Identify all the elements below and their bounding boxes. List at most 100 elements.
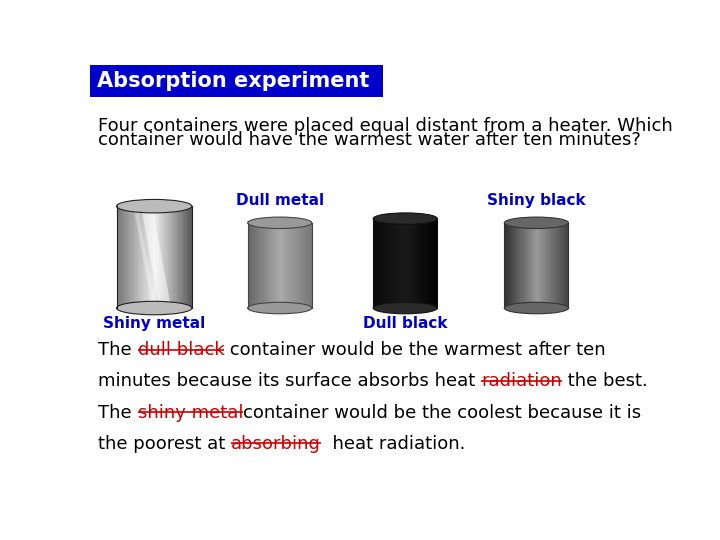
Text: absorbing: absorbing bbox=[231, 435, 321, 453]
Bar bbox=[157, 206, 158, 308]
Text: dull black: dull black bbox=[138, 341, 225, 359]
Bar bbox=[178, 206, 179, 308]
Bar bbox=[169, 206, 171, 308]
Bar bbox=[266, 223, 267, 308]
Bar bbox=[534, 223, 536, 308]
Bar bbox=[305, 223, 307, 308]
Bar bbox=[134, 206, 135, 308]
Text: Four containers were placed equal distant from a heater. Which: Four containers were placed equal distan… bbox=[99, 117, 673, 135]
Bar bbox=[419, 219, 420, 308]
Bar bbox=[289, 223, 290, 308]
Bar bbox=[299, 223, 300, 308]
Bar bbox=[537, 223, 539, 308]
Bar bbox=[557, 223, 558, 308]
Bar bbox=[374, 219, 375, 308]
Bar bbox=[183, 206, 184, 308]
Bar bbox=[527, 223, 528, 308]
Bar bbox=[405, 219, 406, 308]
Bar bbox=[504, 223, 505, 308]
Bar bbox=[539, 223, 541, 308]
Bar bbox=[394, 219, 395, 308]
Bar bbox=[400, 219, 401, 308]
Bar bbox=[129, 206, 130, 308]
Bar bbox=[179, 206, 181, 308]
Bar bbox=[508, 223, 510, 308]
Bar bbox=[278, 223, 279, 308]
Bar bbox=[434, 219, 435, 308]
Bar bbox=[562, 223, 563, 308]
Bar bbox=[167, 206, 168, 308]
Bar bbox=[404, 219, 405, 308]
Bar bbox=[173, 206, 174, 308]
Bar bbox=[311, 223, 312, 308]
Bar bbox=[392, 219, 394, 308]
Bar bbox=[125, 206, 127, 308]
Bar bbox=[177, 206, 178, 308]
Ellipse shape bbox=[248, 217, 312, 228]
Bar bbox=[521, 223, 523, 308]
Bar bbox=[425, 219, 426, 308]
Bar bbox=[302, 223, 303, 308]
Bar bbox=[532, 223, 534, 308]
Bar bbox=[297, 223, 298, 308]
Ellipse shape bbox=[248, 302, 312, 314]
Bar bbox=[414, 219, 415, 308]
Bar bbox=[261, 223, 263, 308]
Bar bbox=[381, 219, 382, 308]
Bar bbox=[307, 223, 309, 308]
Bar bbox=[267, 223, 268, 308]
Bar bbox=[138, 206, 139, 308]
Bar bbox=[288, 223, 289, 308]
Bar bbox=[154, 206, 156, 308]
Ellipse shape bbox=[117, 199, 192, 213]
Text: The: The bbox=[99, 404, 138, 422]
Bar bbox=[298, 223, 299, 308]
Bar bbox=[516, 223, 517, 308]
Text: Dull black: Dull black bbox=[363, 316, 448, 332]
Bar bbox=[510, 223, 512, 308]
Bar bbox=[148, 206, 149, 308]
Bar bbox=[519, 223, 521, 308]
Bar bbox=[408, 219, 410, 308]
Bar bbox=[428, 219, 429, 308]
FancyBboxPatch shape bbox=[90, 65, 383, 97]
Bar bbox=[120, 206, 122, 308]
Bar bbox=[515, 223, 516, 308]
Bar bbox=[530, 223, 531, 308]
Bar bbox=[526, 223, 527, 308]
Bar bbox=[418, 219, 419, 308]
Bar bbox=[384, 219, 385, 308]
Bar bbox=[171, 206, 172, 308]
Text: container would have the warmest water after ten minutes?: container would have the warmest water a… bbox=[99, 131, 642, 150]
Text: Absorption experiment: Absorption experiment bbox=[96, 71, 369, 91]
Bar bbox=[139, 206, 140, 308]
Text: heat radiation.: heat radiation. bbox=[321, 435, 466, 453]
Bar bbox=[427, 219, 428, 308]
Bar bbox=[541, 223, 543, 308]
Bar bbox=[156, 206, 157, 308]
Text: Shiny metal: Shiny metal bbox=[103, 316, 205, 332]
Bar bbox=[420, 219, 421, 308]
Bar bbox=[513, 223, 514, 308]
Bar bbox=[176, 206, 177, 308]
Bar bbox=[186, 206, 188, 308]
Bar bbox=[375, 219, 377, 308]
Bar bbox=[255, 223, 256, 308]
Bar bbox=[531, 223, 532, 308]
Bar bbox=[552, 223, 554, 308]
Text: radiation: radiation bbox=[482, 373, 562, 390]
Bar bbox=[263, 223, 264, 308]
Bar bbox=[417, 219, 418, 308]
Bar bbox=[147, 206, 148, 308]
Bar bbox=[415, 219, 416, 308]
Bar bbox=[254, 223, 255, 308]
Text: container would be the warmest after ten: container would be the warmest after ten bbox=[225, 341, 606, 359]
Text: the best.: the best. bbox=[562, 373, 648, 390]
Ellipse shape bbox=[504, 217, 569, 228]
Bar bbox=[563, 223, 564, 308]
Bar bbox=[549, 223, 550, 308]
Bar bbox=[161, 206, 162, 308]
Bar bbox=[184, 206, 186, 308]
Bar bbox=[172, 206, 173, 308]
Bar bbox=[300, 223, 301, 308]
